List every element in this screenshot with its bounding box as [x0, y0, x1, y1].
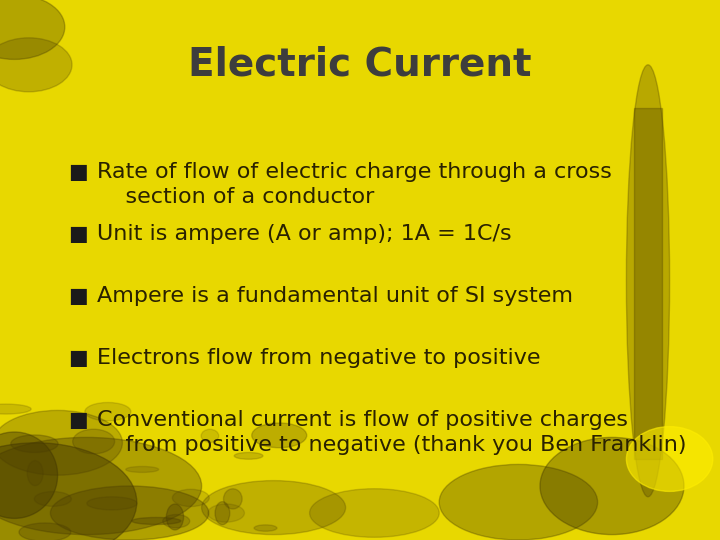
Ellipse shape [0, 437, 202, 535]
Ellipse shape [215, 502, 230, 525]
Ellipse shape [35, 491, 71, 507]
Text: ■: ■ [68, 224, 88, 244]
Ellipse shape [132, 517, 181, 524]
Ellipse shape [172, 489, 210, 507]
Ellipse shape [27, 461, 43, 485]
Ellipse shape [50, 486, 209, 540]
Text: Rate of flow of electric charge through a cross
    section of a conductor: Rate of flow of electric charge through … [97, 162, 612, 207]
Text: ■: ■ [68, 162, 88, 182]
Ellipse shape [87, 497, 137, 510]
Ellipse shape [163, 515, 190, 528]
Ellipse shape [0, 0, 65, 59]
Ellipse shape [0, 38, 72, 92]
Ellipse shape [234, 453, 263, 459]
Bar [634, 108, 662, 459]
Ellipse shape [310, 489, 439, 537]
Ellipse shape [201, 429, 219, 442]
Ellipse shape [0, 432, 58, 518]
Ellipse shape [223, 489, 242, 509]
Ellipse shape [252, 423, 307, 448]
Ellipse shape [540, 437, 684, 535]
Text: ■: ■ [68, 286, 88, 306]
Text: Conventional current is flow of positive charges
    from positive to negative (: Conventional current is flow of positive… [97, 410, 687, 455]
Ellipse shape [202, 481, 346, 535]
Ellipse shape [0, 443, 137, 540]
Ellipse shape [0, 410, 122, 475]
Ellipse shape [73, 429, 114, 454]
Ellipse shape [208, 504, 244, 522]
Ellipse shape [11, 435, 58, 453]
Ellipse shape [126, 467, 158, 472]
Ellipse shape [19, 523, 71, 540]
Text: ■: ■ [68, 348, 88, 368]
Ellipse shape [626, 427, 713, 491]
Text: Electric Current: Electric Current [188, 46, 532, 84]
Ellipse shape [626, 65, 670, 497]
Ellipse shape [439, 464, 598, 540]
Ellipse shape [166, 504, 184, 530]
Text: Electrons flow from negative to positive: Electrons flow from negative to positive [97, 348, 541, 368]
Ellipse shape [85, 402, 131, 421]
Ellipse shape [254, 525, 277, 531]
Ellipse shape [0, 404, 31, 414]
Text: Ampere is a fundamental unit of SI system: Ampere is a fundamental unit of SI syste… [97, 286, 573, 306]
Text: ■: ■ [68, 410, 88, 430]
Text: Unit is ampere (A or amp); 1A = 1C/s: Unit is ampere (A or amp); 1A = 1C/s [97, 224, 512, 244]
